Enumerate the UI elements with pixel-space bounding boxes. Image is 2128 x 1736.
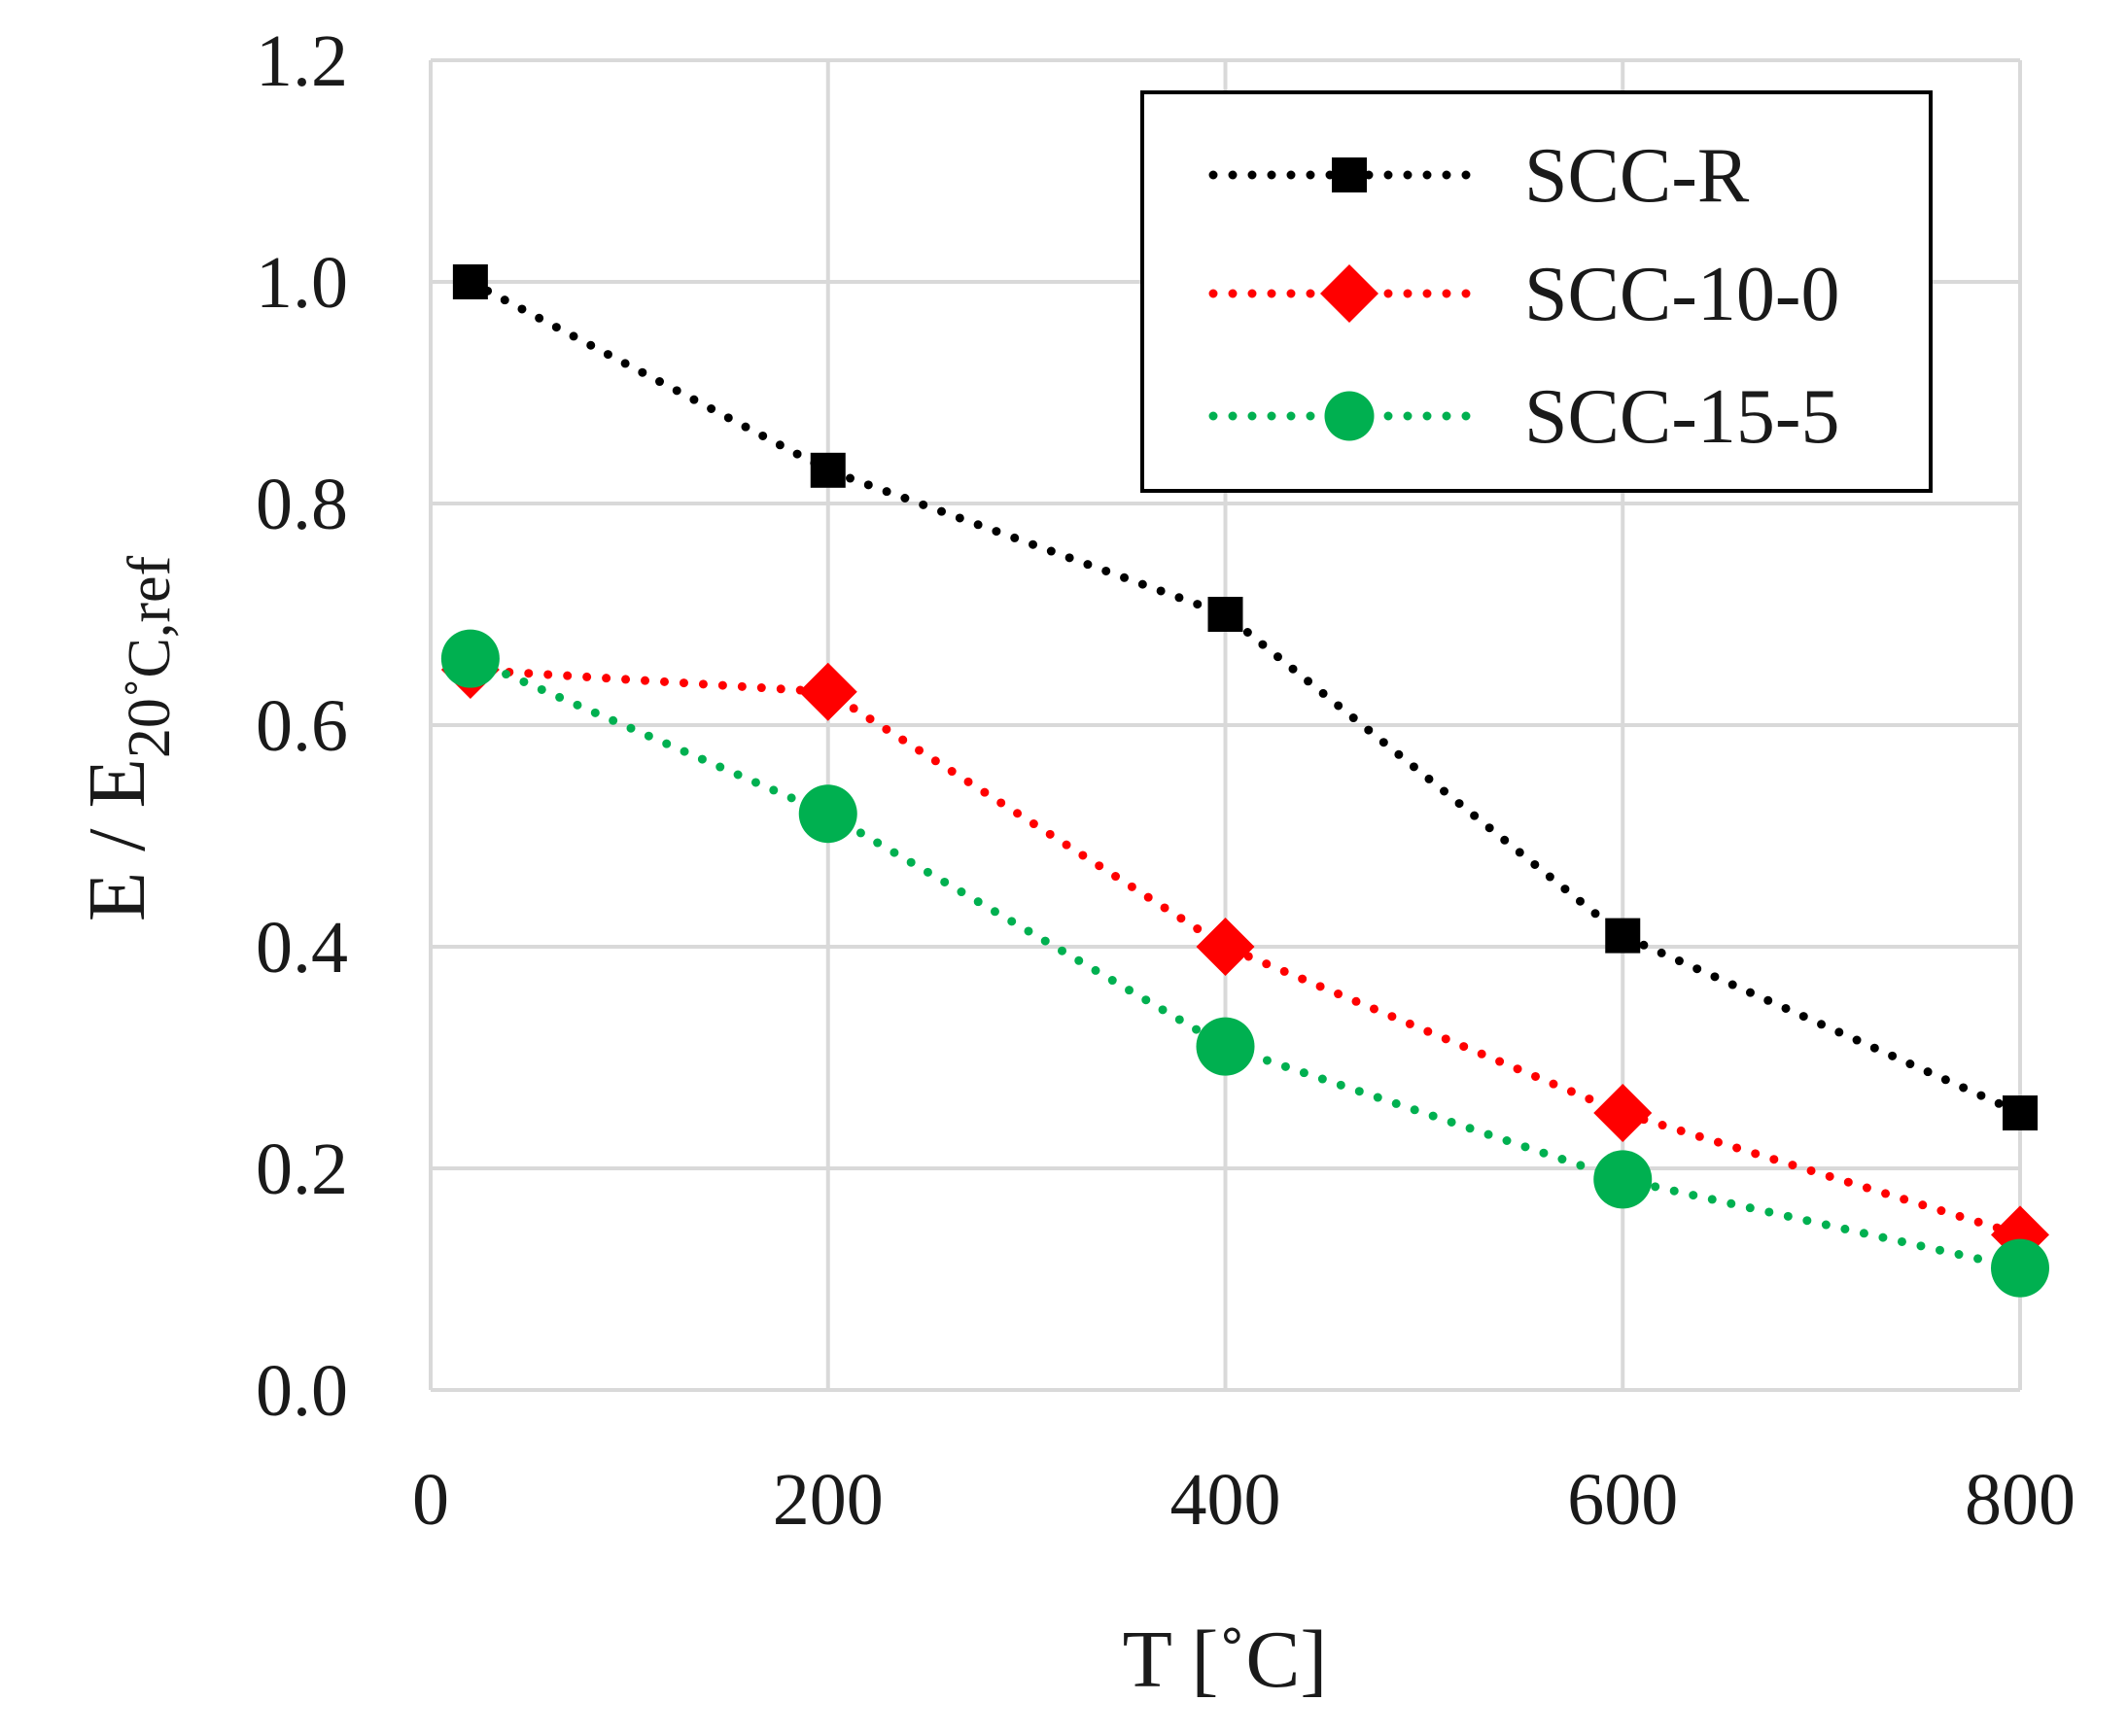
data-point-SCC-R-800: [2003, 1095, 2038, 1130]
series-line-SCC-R: [466, 277, 2025, 1118]
y-tick-label: 0.6: [256, 685, 348, 767]
x-tick-label: 800: [1965, 1459, 2076, 1541]
data-point-SCC-15-5-800: [1991, 1238, 2049, 1298]
x-tick-label: 600: [1567, 1459, 1678, 1541]
x-tick-label: 400: [1170, 1459, 1281, 1541]
data-point-SCC-R-600: [1605, 918, 1641, 954]
y-tick-label: 0.2: [256, 1128, 348, 1210]
y-axis-title-subscript: 20˚C,ref: [117, 556, 183, 759]
y-axis-title-main: E / E: [72, 758, 162, 921]
y-axis-title: E / E20˚C,ref: [72, 556, 183, 922]
legend-marker-SCC-R: [1332, 157, 1367, 192]
x-axis-title: T [˚C]: [1123, 1614, 1328, 1705]
legend-label: SCC-R: [1524, 133, 1750, 219]
data-point-SCC-R-20: [452, 264, 488, 299]
data-point-SCC-15-5-400: [1196, 1017, 1255, 1076]
series-line-SCC-15-5: [466, 654, 2025, 1273]
legend-marker-SCC-10-0: [1320, 264, 1378, 323]
y-tick-label: 1.2: [256, 20, 348, 102]
series-SCC-R: [452, 264, 2038, 1130]
series-SCC-15-5: [440, 629, 2049, 1298]
x-tick-label: 0: [412, 1459, 449, 1541]
data-point-SCC-10-0-600: [1593, 1084, 1653, 1142]
data-point-SCC-10-0-400: [1196, 918, 1255, 976]
y-tick-label: 0.4: [256, 907, 348, 989]
series-line-SCC-10-0: [466, 665, 2025, 1239]
legend-label: SCC-15-5: [1524, 374, 1840, 460]
y-tick-label: 0.8: [256, 464, 348, 545]
series-SCC-10-0: [440, 641, 2049, 1265]
data-point-SCC-15-5-20: [440, 629, 500, 688]
data-point-SCC-15-5-200: [798, 784, 857, 844]
x-tick-label: 200: [773, 1459, 884, 1541]
data-point-SCC-15-5-600: [1593, 1150, 1653, 1209]
y-tick-label: 0.0: [256, 1350, 348, 1432]
data-point-SCC-R-400: [1207, 597, 1243, 632]
data-point-SCC-10-0-200: [798, 662, 857, 721]
y-tick-label: 1.0: [256, 242, 348, 324]
legend-marker-SCC-15-5: [1324, 391, 1375, 441]
legend-label: SCC-10-0: [1524, 252, 1840, 337]
data-point-SCC-R-200: [810, 452, 846, 488]
